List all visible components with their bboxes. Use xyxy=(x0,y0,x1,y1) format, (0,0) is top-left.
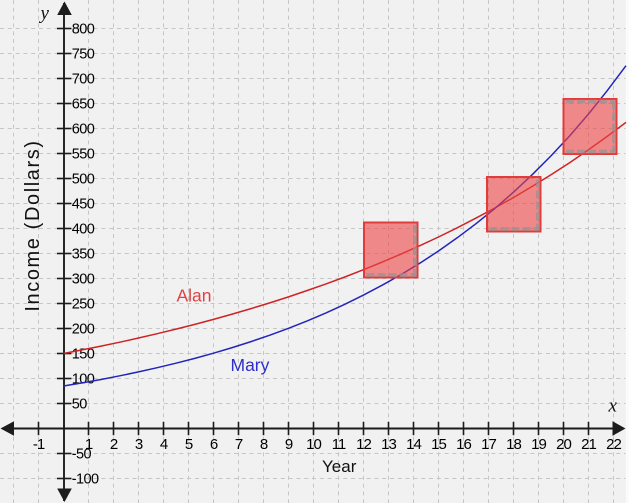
svg-text:2: 2 xyxy=(110,436,118,453)
svg-text:100: 100 xyxy=(72,372,95,388)
svg-text:11: 11 xyxy=(332,436,346,453)
svg-text:150: 150 xyxy=(72,347,95,363)
svg-text:9: 9 xyxy=(285,436,293,453)
svg-text:750: 750 xyxy=(72,47,95,63)
svg-text:13: 13 xyxy=(381,436,396,453)
svg-text:50: 50 xyxy=(72,397,87,413)
svg-text:10: 10 xyxy=(306,436,321,453)
svg-text:1: 1 xyxy=(85,436,93,453)
svg-text:250: 250 xyxy=(72,297,95,313)
svg-text:Alan: Alan xyxy=(177,285,212,305)
svg-text:450: 450 xyxy=(72,197,95,213)
svg-text:600: 600 xyxy=(72,122,95,138)
svg-text:3: 3 xyxy=(135,436,143,453)
svg-text:650: 650 xyxy=(72,97,95,113)
svg-text:4: 4 xyxy=(160,436,168,453)
svg-text:400: 400 xyxy=(72,222,95,238)
svg-text:Income (Dollars): Income (Dollars) xyxy=(22,139,44,311)
svg-text:800: 800 xyxy=(72,22,95,38)
svg-text:18: 18 xyxy=(506,436,521,453)
svg-text:x: x xyxy=(608,396,618,417)
svg-text:-100: -100 xyxy=(72,472,99,488)
svg-text:17: 17 xyxy=(481,436,496,453)
svg-text:20: 20 xyxy=(556,436,571,453)
svg-text:14: 14 xyxy=(406,436,421,453)
svg-text:19: 19 xyxy=(531,436,546,453)
svg-text:8: 8 xyxy=(260,436,268,453)
svg-text:-50: -50 xyxy=(72,447,92,463)
svg-text:350: 350 xyxy=(72,247,95,263)
svg-text:12: 12 xyxy=(356,436,371,453)
svg-text:5: 5 xyxy=(185,436,193,453)
svg-text:200: 200 xyxy=(72,322,95,338)
svg-text:Mary: Mary xyxy=(231,355,270,375)
svg-text:500: 500 xyxy=(72,172,95,188)
svg-text:300: 300 xyxy=(72,272,95,288)
svg-text:21: 21 xyxy=(581,436,596,453)
svg-text:-1: -1 xyxy=(33,436,45,453)
svg-text:15: 15 xyxy=(431,436,446,453)
svg-text:y: y xyxy=(39,3,50,24)
svg-text:6: 6 xyxy=(210,436,218,453)
svg-text:22: 22 xyxy=(606,436,621,453)
svg-text:Year: Year xyxy=(322,457,357,476)
svg-text:700: 700 xyxy=(72,72,95,88)
svg-text:550: 550 xyxy=(72,147,95,163)
svg-text:7: 7 xyxy=(235,436,243,453)
svg-text:16: 16 xyxy=(456,436,471,453)
